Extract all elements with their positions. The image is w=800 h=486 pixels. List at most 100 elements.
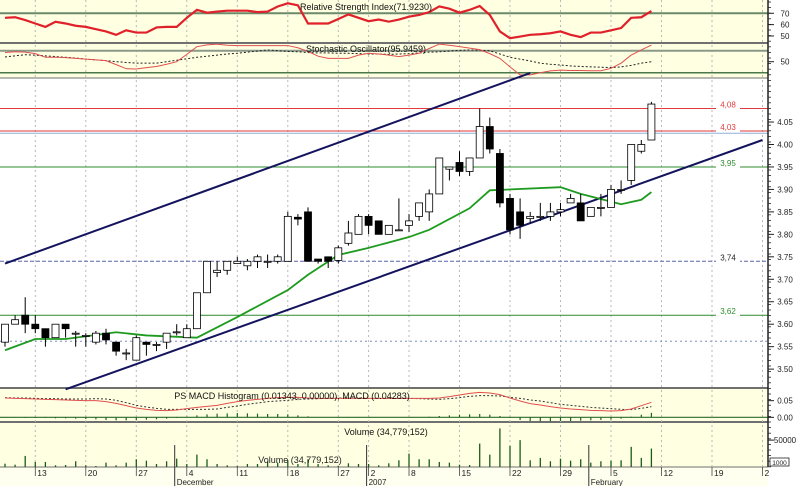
candle-body	[51, 323, 60, 339]
candle-body	[405, 220, 413, 226]
candle-body	[132, 337, 141, 361]
candle	[384, 224, 393, 235]
x-axis-label: 27	[340, 468, 350, 478]
month-label: December	[177, 478, 214, 486]
candle-body	[334, 247, 343, 261]
candle-body	[455, 162, 464, 172]
candle	[11, 315, 20, 325]
macd-line	[4, 391, 652, 412]
x-axis-label: 18	[290, 468, 300, 478]
month-label: 2007	[369, 478, 387, 486]
candle-body	[586, 206, 595, 217]
candle	[506, 193, 514, 235]
candle	[253, 254, 262, 269]
candle-body	[31, 323, 40, 330]
candle-body	[475, 126, 484, 159]
level-label-bg	[716, 158, 740, 168]
candle	[132, 335, 141, 361]
candle	[354, 214, 363, 235]
candle-body	[92, 332, 100, 343]
price-axis-label: 3.60	[777, 320, 793, 329]
candle	[233, 256, 242, 264]
trend-channel-line	[4, 72, 531, 265]
candle	[324, 256, 333, 269]
candle-body	[162, 332, 171, 343]
x-axis-label: 5	[613, 468, 618, 478]
x-axis-label: 4	[189, 468, 194, 478]
price-panel: 4,08 4,03 3,95 3,74 3,62	[0, 72, 768, 391]
candle	[273, 254, 282, 264]
candle	[172, 324, 181, 336]
candle	[546, 202, 555, 221]
candle-body	[314, 258, 323, 262]
candle-body	[536, 215, 545, 218]
candle-body	[647, 103, 656, 141]
price-axis-label: 3.95	[777, 163, 793, 172]
candle	[243, 259, 252, 271]
candle-body	[607, 189, 615, 208]
candle	[576, 193, 585, 222]
candle-body	[152, 344, 161, 346]
axes: 70 60 50 50 3.50 3.55 3.60 3.65 3.70 3.75 3.80 3.85…	[34, 0, 797, 486]
level-label: 3,95	[720, 159, 736, 168]
candle-body	[283, 215, 292, 262]
candle-body	[566, 198, 575, 204]
stochastic-title: Stochastic Oscillator(95.9459)	[306, 44, 426, 54]
candle	[637, 140, 646, 154]
level-label-bg	[716, 123, 740, 133]
candle	[344, 220, 353, 246]
candle-body	[61, 323, 70, 330]
level-label: 4,03	[720, 123, 736, 132]
candle	[283, 211, 292, 262]
price-axis-label: 3.85	[777, 208, 793, 217]
candle	[374, 220, 383, 235]
level-label-bg	[716, 253, 740, 263]
candle	[293, 214, 302, 226]
candle-body	[263, 260, 272, 263]
x-axis-label: 11	[239, 468, 248, 478]
candle-body	[364, 215, 373, 226]
rsi-panel: Relative Strength Index(71.9230)	[0, 2, 768, 40]
price-axis-label: 3.50	[777, 365, 793, 374]
candle-body	[182, 328, 191, 339]
candle	[586, 206, 595, 217]
candle	[31, 315, 40, 334]
level-label-bg	[716, 100, 740, 110]
stochastic-d-line	[4, 49, 652, 69]
candle-body	[81, 335, 90, 337]
rsi-title: Relative Strength Index(71.9230)	[300, 2, 432, 12]
candle-body	[374, 220, 383, 235]
macd-axis-label: 0.05	[777, 397, 793, 406]
candle-body	[273, 256, 282, 262]
candle	[516, 198, 524, 239]
trend-channel-line	[65, 139, 763, 391]
candle-body	[435, 157, 444, 195]
candle-body	[637, 144, 646, 152]
candle-body	[213, 269, 222, 273]
candle	[597, 193, 605, 217]
candle	[162, 332, 171, 349]
candle-body	[71, 332, 80, 335]
candle	[304, 207, 312, 262]
candle	[556, 202, 565, 217]
candle-body	[576, 202, 585, 222]
candle	[223, 260, 232, 275]
volume-overlay-label: Volume (34,779,152)	[258, 455, 342, 465]
candle-body	[495, 153, 504, 204]
candle	[182, 324, 191, 339]
candle-body	[597, 206, 605, 209]
candle	[192, 292, 201, 330]
candle	[425, 189, 434, 221]
volume-title: Volume (34,779,152)	[344, 427, 428, 437]
candle	[213, 261, 222, 278]
level-label-bg	[716, 307, 740, 317]
candle-body	[465, 157, 474, 172]
x-axis-label: 12	[664, 468, 674, 478]
candle	[465, 157, 474, 176]
candle	[607, 184, 615, 208]
x-axis-label: 2	[371, 468, 376, 478]
rsi-axis-label: 50	[781, 32, 790, 41]
candle-body	[233, 260, 242, 264]
candle-body	[526, 215, 535, 220]
